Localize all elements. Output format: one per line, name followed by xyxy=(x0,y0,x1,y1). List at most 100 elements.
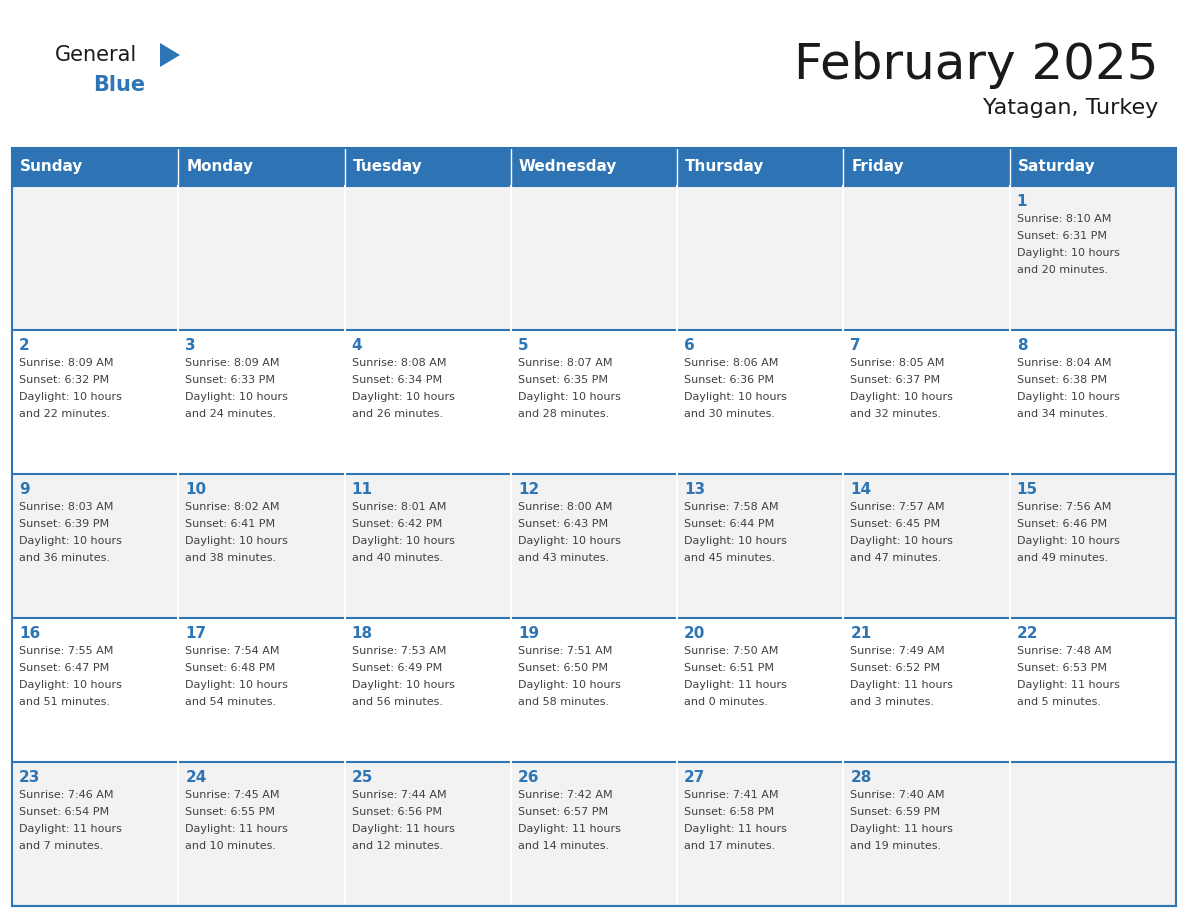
Text: 1: 1 xyxy=(1017,194,1028,209)
Text: Blue: Blue xyxy=(93,75,145,95)
Text: Sunset: 6:55 PM: Sunset: 6:55 PM xyxy=(185,807,276,817)
Text: Daylight: 10 hours: Daylight: 10 hours xyxy=(19,392,122,402)
Bar xyxy=(1010,148,1176,186)
Text: Sunset: 6:32 PM: Sunset: 6:32 PM xyxy=(19,375,109,385)
Text: 24: 24 xyxy=(185,770,207,785)
Text: and 12 minutes.: and 12 minutes. xyxy=(352,841,443,851)
Text: Sunrise: 8:00 AM: Sunrise: 8:00 AM xyxy=(518,502,612,512)
Text: and 28 minutes.: and 28 minutes. xyxy=(518,409,609,419)
Text: Sunrise: 8:02 AM: Sunrise: 8:02 AM xyxy=(185,502,280,512)
Text: Daylight: 11 hours: Daylight: 11 hours xyxy=(518,824,621,834)
Text: and 26 minutes.: and 26 minutes. xyxy=(352,409,443,419)
Bar xyxy=(12,148,178,186)
Text: and 7 minutes.: and 7 minutes. xyxy=(19,841,103,851)
Text: and 58 minutes.: and 58 minutes. xyxy=(518,697,609,707)
Text: Sunrise: 7:57 AM: Sunrise: 7:57 AM xyxy=(851,502,944,512)
Bar xyxy=(12,618,1176,762)
Text: 19: 19 xyxy=(518,626,539,641)
Text: Daylight: 11 hours: Daylight: 11 hours xyxy=(851,824,953,834)
Text: Daylight: 10 hours: Daylight: 10 hours xyxy=(518,680,621,690)
Text: Daylight: 10 hours: Daylight: 10 hours xyxy=(352,680,455,690)
Text: Sunset: 6:50 PM: Sunset: 6:50 PM xyxy=(518,663,608,673)
Text: 26: 26 xyxy=(518,770,539,785)
Text: Sunset: 6:34 PM: Sunset: 6:34 PM xyxy=(352,375,442,385)
Text: Sunrise: 8:09 AM: Sunrise: 8:09 AM xyxy=(185,358,280,368)
Text: Daylight: 11 hours: Daylight: 11 hours xyxy=(185,824,289,834)
Text: Sunrise: 7:45 AM: Sunrise: 7:45 AM xyxy=(185,790,280,800)
Bar xyxy=(843,148,1010,186)
Text: and 36 minutes.: and 36 minutes. xyxy=(19,553,110,563)
Text: Sunset: 6:47 PM: Sunset: 6:47 PM xyxy=(19,663,109,673)
Text: Sunrise: 7:55 AM: Sunrise: 7:55 AM xyxy=(19,646,113,656)
Text: 2: 2 xyxy=(19,338,30,353)
Text: Daylight: 10 hours: Daylight: 10 hours xyxy=(185,392,289,402)
Text: Daylight: 10 hours: Daylight: 10 hours xyxy=(19,536,122,546)
Text: 21: 21 xyxy=(851,626,872,641)
Text: Sunrise: 7:51 AM: Sunrise: 7:51 AM xyxy=(518,646,612,656)
Text: Sunrise: 8:08 AM: Sunrise: 8:08 AM xyxy=(352,358,446,368)
Text: 10: 10 xyxy=(185,482,207,497)
Text: and 49 minutes.: and 49 minutes. xyxy=(1017,553,1108,563)
Text: and 17 minutes.: and 17 minutes. xyxy=(684,841,776,851)
Text: Sunrise: 7:44 AM: Sunrise: 7:44 AM xyxy=(352,790,447,800)
Text: Sunset: 6:43 PM: Sunset: 6:43 PM xyxy=(518,519,608,529)
Text: Saturday: Saturday xyxy=(1018,160,1095,174)
Text: 8: 8 xyxy=(1017,338,1028,353)
Text: Daylight: 11 hours: Daylight: 11 hours xyxy=(684,824,786,834)
Text: Sunrise: 8:05 AM: Sunrise: 8:05 AM xyxy=(851,358,944,368)
Text: 15: 15 xyxy=(1017,482,1038,497)
Text: Daylight: 11 hours: Daylight: 11 hours xyxy=(851,680,953,690)
Text: Sunrise: 8:01 AM: Sunrise: 8:01 AM xyxy=(352,502,446,512)
Text: 13: 13 xyxy=(684,482,706,497)
Bar xyxy=(12,330,1176,474)
Text: Daylight: 10 hours: Daylight: 10 hours xyxy=(19,680,122,690)
Text: Sunset: 6:44 PM: Sunset: 6:44 PM xyxy=(684,519,775,529)
Text: February 2025: February 2025 xyxy=(794,41,1158,89)
Text: Daylight: 10 hours: Daylight: 10 hours xyxy=(851,392,953,402)
Text: and 30 minutes.: and 30 minutes. xyxy=(684,409,775,419)
Bar xyxy=(12,186,1176,330)
Text: and 22 minutes.: and 22 minutes. xyxy=(19,409,110,419)
Text: Sunrise: 8:03 AM: Sunrise: 8:03 AM xyxy=(19,502,113,512)
Bar xyxy=(178,148,345,186)
Text: 4: 4 xyxy=(352,338,362,353)
Text: Daylight: 10 hours: Daylight: 10 hours xyxy=(352,536,455,546)
Text: 25: 25 xyxy=(352,770,373,785)
Text: and 19 minutes.: and 19 minutes. xyxy=(851,841,942,851)
Text: Daylight: 11 hours: Daylight: 11 hours xyxy=(684,680,786,690)
Text: and 3 minutes.: and 3 minutes. xyxy=(851,697,935,707)
Text: and 54 minutes.: and 54 minutes. xyxy=(185,697,277,707)
Text: Daylight: 11 hours: Daylight: 11 hours xyxy=(352,824,455,834)
Text: and 40 minutes.: and 40 minutes. xyxy=(352,553,443,563)
Text: and 56 minutes.: and 56 minutes. xyxy=(352,697,443,707)
Text: Daylight: 10 hours: Daylight: 10 hours xyxy=(518,536,621,546)
Text: Daylight: 10 hours: Daylight: 10 hours xyxy=(684,536,786,546)
Bar xyxy=(677,148,843,186)
Text: Sunset: 6:38 PM: Sunset: 6:38 PM xyxy=(1017,375,1107,385)
Text: Sunset: 6:31 PM: Sunset: 6:31 PM xyxy=(1017,231,1107,241)
Text: 17: 17 xyxy=(185,626,207,641)
Text: Daylight: 10 hours: Daylight: 10 hours xyxy=(684,392,786,402)
Text: 12: 12 xyxy=(518,482,539,497)
Text: Sunrise: 8:06 AM: Sunrise: 8:06 AM xyxy=(684,358,778,368)
Text: Sunset: 6:39 PM: Sunset: 6:39 PM xyxy=(19,519,109,529)
Text: Sunrise: 7:48 AM: Sunrise: 7:48 AM xyxy=(1017,646,1111,656)
Text: Sunset: 6:59 PM: Sunset: 6:59 PM xyxy=(851,807,941,817)
Text: Daylight: 10 hours: Daylight: 10 hours xyxy=(352,392,455,402)
Text: Daylight: 10 hours: Daylight: 10 hours xyxy=(185,536,289,546)
Text: Sunset: 6:37 PM: Sunset: 6:37 PM xyxy=(851,375,941,385)
Text: Sunrise: 8:07 AM: Sunrise: 8:07 AM xyxy=(518,358,612,368)
Text: and 43 minutes.: and 43 minutes. xyxy=(518,553,609,563)
Text: Daylight: 10 hours: Daylight: 10 hours xyxy=(1017,392,1119,402)
Bar xyxy=(12,762,1176,906)
Text: Sunrise: 7:46 AM: Sunrise: 7:46 AM xyxy=(19,790,114,800)
Text: 11: 11 xyxy=(352,482,373,497)
Text: 14: 14 xyxy=(851,482,872,497)
Text: 22: 22 xyxy=(1017,626,1038,641)
Text: Friday: Friday xyxy=(852,160,904,174)
Text: Daylight: 10 hours: Daylight: 10 hours xyxy=(518,392,621,402)
Text: 3: 3 xyxy=(185,338,196,353)
Text: Sunset: 6:52 PM: Sunset: 6:52 PM xyxy=(851,663,941,673)
Text: Sunset: 6:48 PM: Sunset: 6:48 PM xyxy=(185,663,276,673)
Text: Sunrise: 7:42 AM: Sunrise: 7:42 AM xyxy=(518,790,613,800)
